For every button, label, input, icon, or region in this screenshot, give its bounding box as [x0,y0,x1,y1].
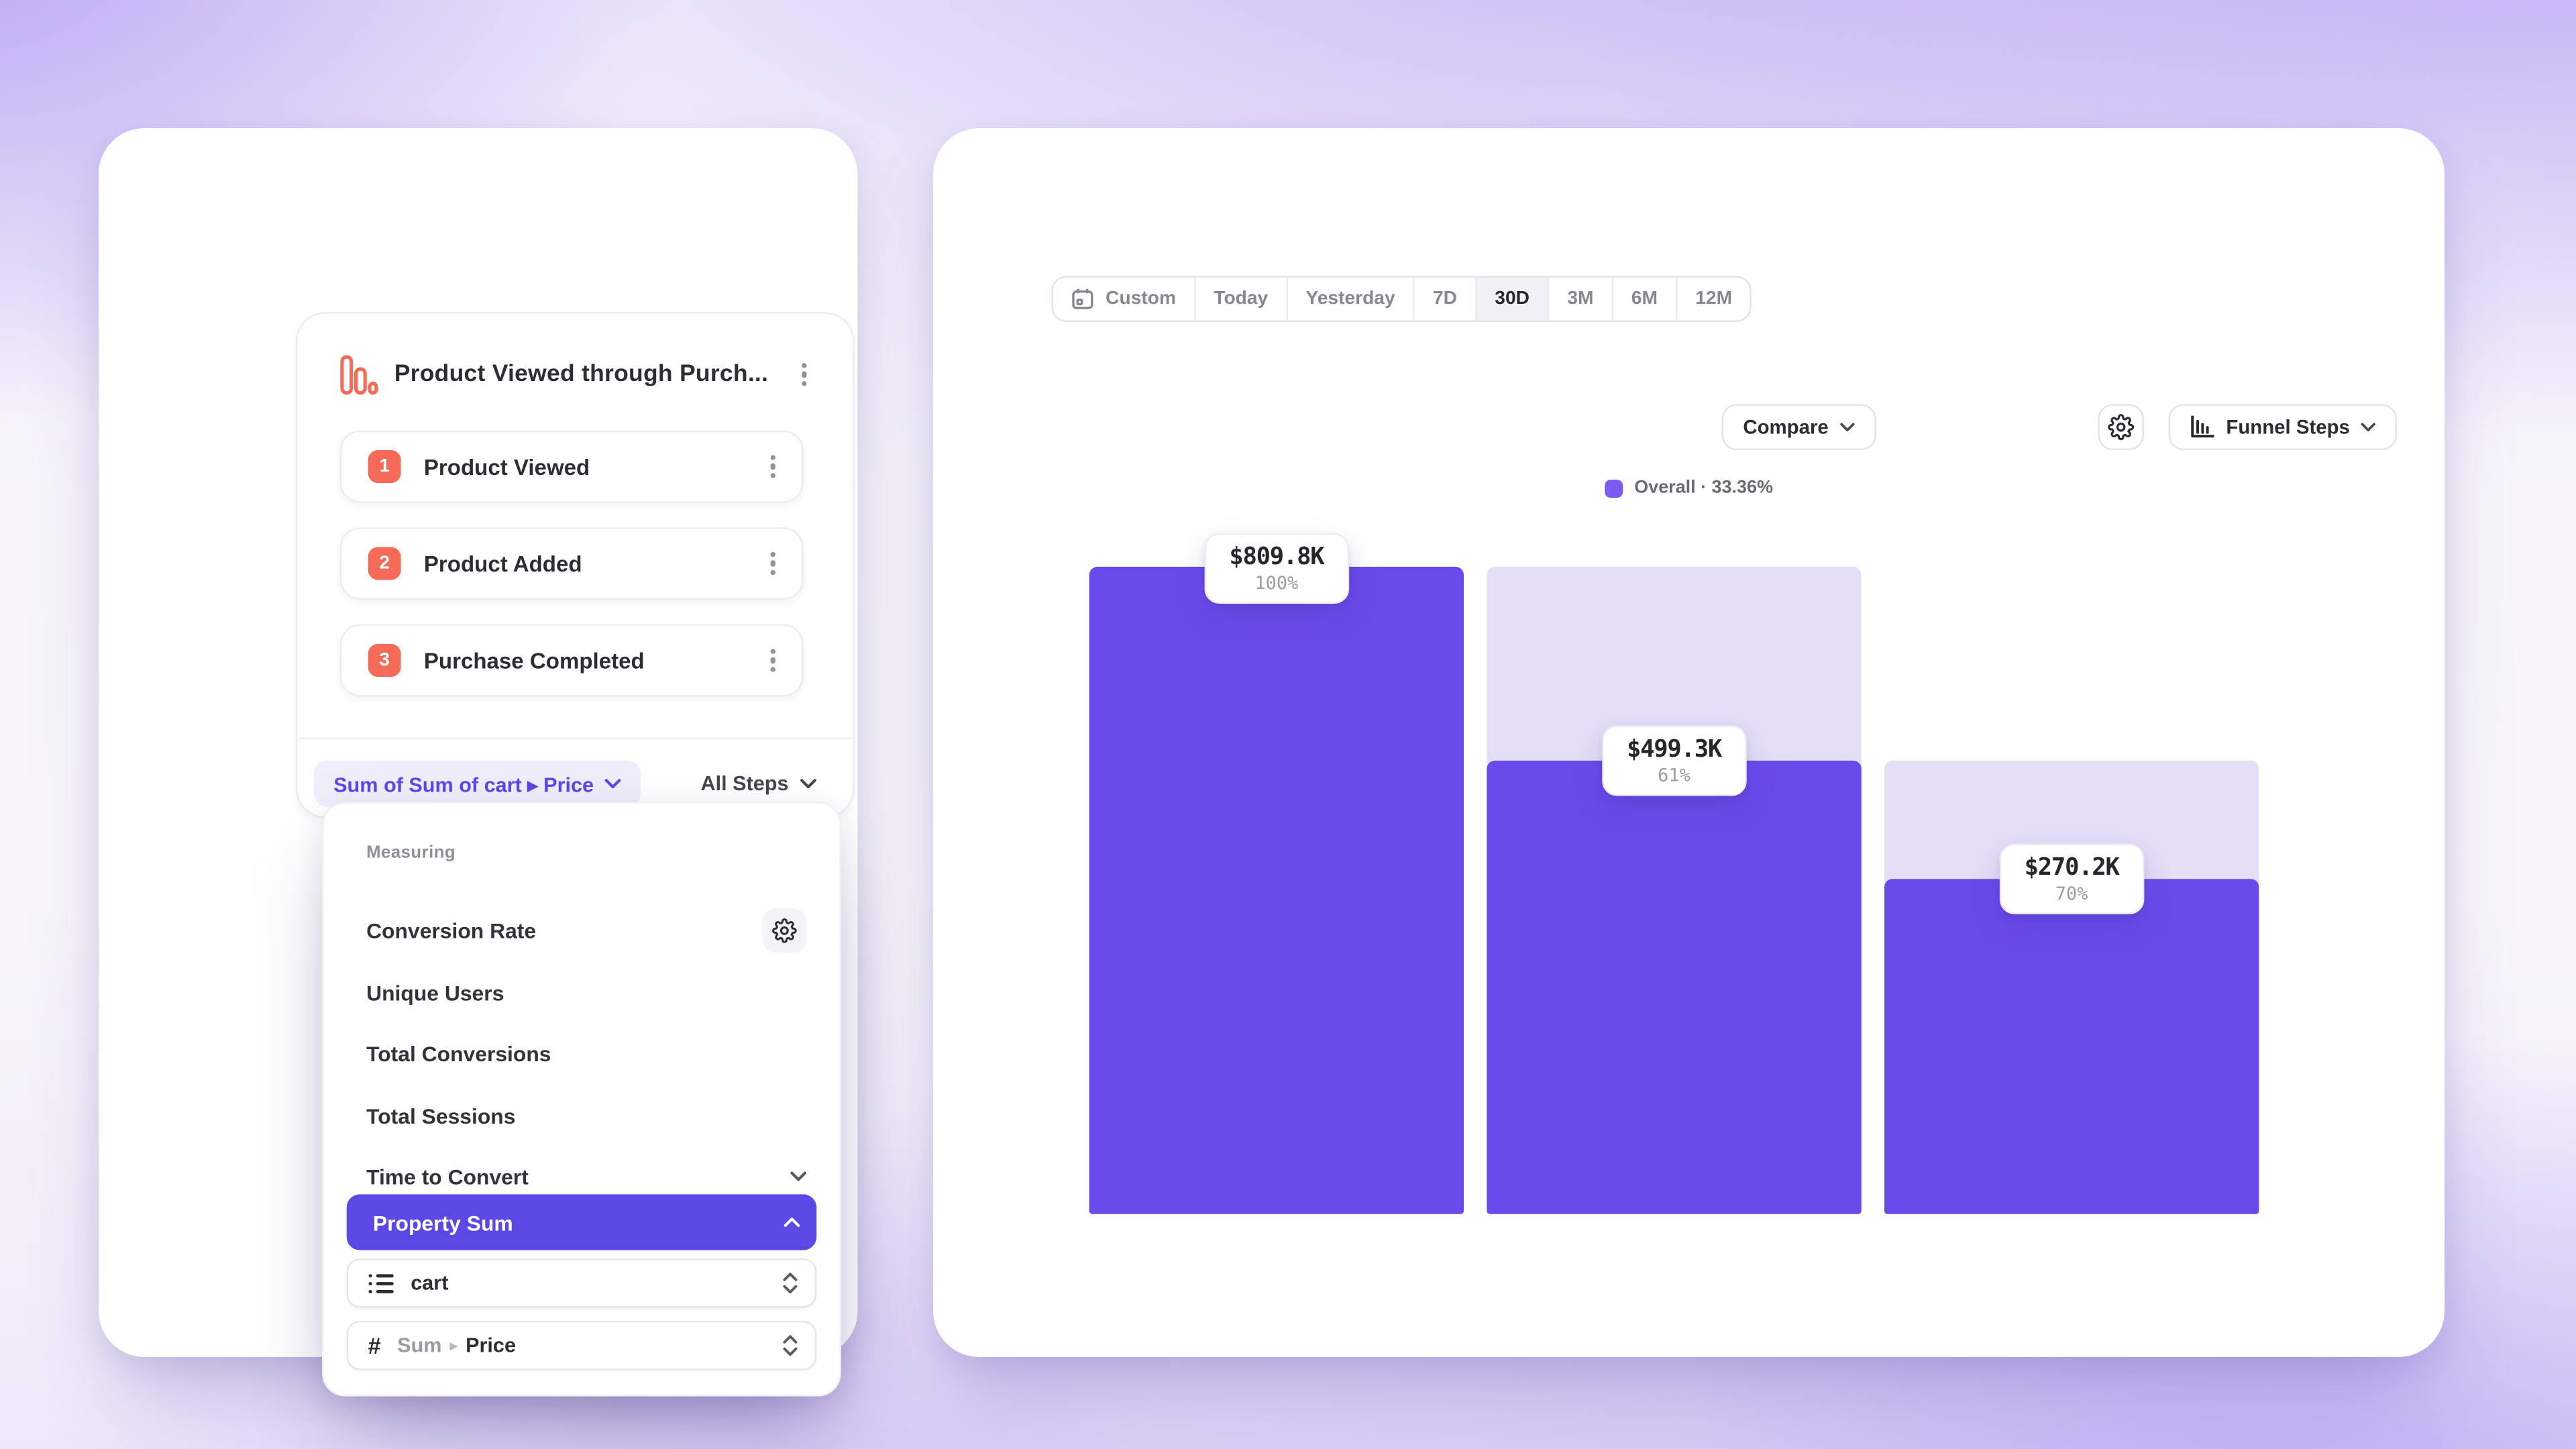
funnel-bar-purchase-completed [1884,567,2259,1214]
chevron-down-icon [2361,422,2376,432]
bar-value-tooltip: $270.2K 70% [1999,843,2144,914]
menu-section-label: Measuring [366,843,456,863]
menu-item-total-sessions[interactable]: Total Sessions [340,1087,823,1143]
legend-label: Overall · 33.36% [1634,478,1773,498]
range-label: 30D [1495,289,1529,309]
chart-columns-icon [2190,415,2214,439]
kebab-menu-icon[interactable] [760,545,785,582]
gear-icon[interactable] [762,908,807,953]
menu-item-conversion-rate[interactable]: Conversion Rate [340,902,823,957]
measurement-dropdown-label: Sum of Sum of cart ▸ Price [333,773,594,796]
measurement-row: Sum of Sum of cart ▸ Price All Steps [313,749,816,818]
builder-header: Product Viewed through Purch... [340,354,816,396]
range-12m[interactable]: 12M [1677,278,1750,321]
step-number-badge: 2 [368,547,401,580]
chevron-down-icon [800,779,816,789]
aggregation-value: Price [466,1334,517,1357]
query-panel: Product Viewed through Purch... 1 Produc… [98,128,858,1397]
range-today[interactable]: Today [1195,277,1288,321]
chart-legend: Overall · 33.36% [1605,478,1773,498]
range-6m[interactable]: 6M [1613,277,1678,321]
bar-solid-segment[interactable] [1884,879,2259,1214]
chart-settings-button[interactable] [2098,404,2144,451]
range-30d[interactable]: 30D [1477,277,1550,321]
menu-item-property-sum[interactable]: Property Sum [346,1194,817,1250]
menu-item-label: Conversion Rate [366,917,537,943]
report-title: Product Viewed through Purch... [394,361,769,388]
kebab-menu-icon[interactable] [760,448,785,486]
menu-item-label: Unique Users [366,979,504,1005]
legend-swatch [1605,478,1623,497]
tooltip-value: $270.2K [2024,855,2120,881]
range-yesterday[interactable]: Yesterday [1288,277,1415,321]
bar-solid-segment[interactable] [1487,761,1862,1214]
range-label: 6M [1631,289,1658,309]
funnel-builder-card: Product Viewed through Purch... 1 Produc… [295,312,855,818]
range-label: Custom [1106,289,1177,309]
bar-solid-segment[interactable] [1089,566,1464,1214]
tooltip-percent: 100% [1254,572,1299,594]
measuring-menu: Measuring Conversion Rate Unique Users T… [322,802,841,1397]
calendar-icon [1071,288,1094,311]
chevron-down-icon [1840,422,1855,432]
funnel-chart-icon [340,354,378,395]
menu-item-unique-users[interactable]: Unique Users [340,965,823,1020]
menu-item-label: Total Conversions [366,1040,551,1066]
property-select-value: cart [411,1271,449,1295]
chevron-down-icon [790,1171,807,1181]
step-label: Product Added [423,551,582,576]
menu-item-label: Property Sum [372,1210,513,1235]
range-label: Yesterday [1305,289,1395,309]
step-label: Purchase Completed [423,648,645,673]
funnel-bar-product-added [1487,566,1862,1214]
range-label: 7D [1432,289,1457,309]
kebab-menu-icon[interactable] [760,642,785,680]
unfold-icon [782,1272,798,1295]
chart-type-label: Funnel Steps [2226,415,2350,439]
chart-type-dropdown[interactable]: Funnel Steps [2168,404,2398,451]
funnel-step-1[interactable]: 1 Product Viewed [339,430,804,503]
range-label: 12M [1695,289,1733,309]
aggregation-select[interactable]: # Sum ▸ Price [346,1320,817,1371]
range-label: Today [1214,289,1269,309]
range-7d[interactable]: 7D [1415,277,1477,321]
menu-item-total-conversions[interactable]: Total Conversions [340,1025,823,1081]
steps-scope-label: All Steps [700,772,789,796]
hash-icon: # [368,1332,381,1359]
funnel-step-3[interactable]: 3 Purchase Completed [339,624,804,697]
range-3m[interactable]: 3M [1549,277,1613,321]
tooltip-percent: 61% [1658,765,1690,786]
step-label: Product Viewed [423,454,590,479]
arrow-right-icon: ▸ [449,1336,458,1353]
funnel-bar-product-viewed [1089,566,1464,1214]
date-range-segmented-control: Custom Today Yesterday 7D 30D 3M 6M 12M [1051,276,1752,322]
unfold-icon [782,1334,798,1357]
tooltip-value: $499.3K [1626,737,1722,763]
steps-scope-dropdown[interactable]: All Steps [700,772,816,795]
property-select[interactable]: cart [346,1258,817,1308]
bar-value-tooltip: $499.3K 61% [1602,725,1746,796]
bar-value-tooltip: $809.8K 100% [1204,533,1349,604]
divider [299,737,851,740]
menu-item-label: Total Sessions [366,1103,516,1128]
tooltip-value: $809.8K [1229,544,1324,572]
step-number-badge: 3 [368,644,401,677]
menu-item-label: Time to Convert [366,1164,529,1189]
measurement-dropdown[interactable]: Sum of Sum of cart ▸ Price [313,760,642,807]
compare-button[interactable]: Compare [1721,404,1876,451]
tooltip-percent: 70% [2055,883,2088,905]
range-custom[interactable]: Custom [1053,277,1196,321]
range-label: 3M [1567,289,1594,309]
menu-item-time-to-convert[interactable]: Time to Convert [340,1148,823,1204]
aggregation-prefix: Sum [397,1334,442,1357]
chevron-down-icon [605,779,622,789]
step-number-badge: 1 [368,450,401,483]
funnel-step-2[interactable]: 2 Product Added [339,527,804,600]
list-icon [368,1273,394,1294]
chevron-up-icon [784,1218,800,1228]
compare-label: Compare [1743,415,1829,439]
gear-icon [2108,414,2135,441]
kebab-menu-icon[interactable] [792,356,816,394]
